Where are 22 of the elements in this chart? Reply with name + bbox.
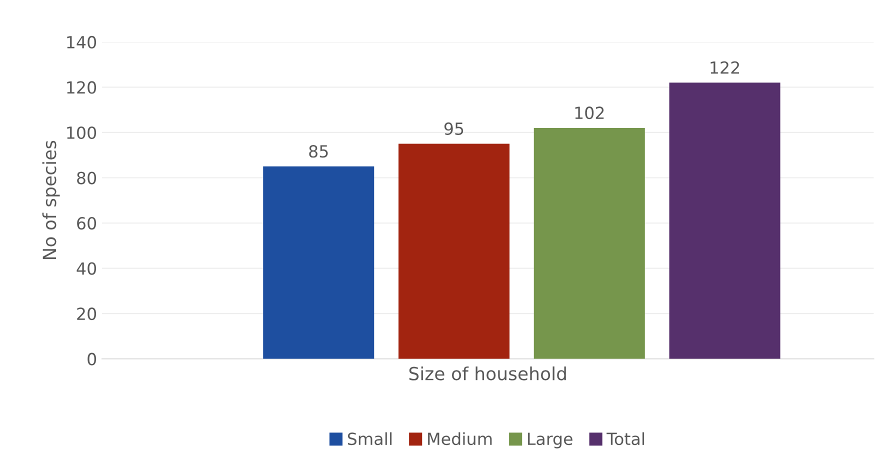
legend-label: Total xyxy=(606,432,644,446)
y-tick-label: 120 xyxy=(67,81,96,94)
bar xyxy=(398,144,510,359)
bar xyxy=(669,82,780,359)
y-tick-label: 80 xyxy=(77,172,96,184)
bar xyxy=(263,166,374,359)
legend-label: Large xyxy=(528,432,572,448)
y-tick-label: 60 xyxy=(77,216,96,230)
y-tick-label: 100 xyxy=(67,126,96,140)
bar xyxy=(534,128,645,359)
x-axis-title: Size of household xyxy=(409,366,566,380)
legend-label: Medium xyxy=(428,432,492,446)
y-tick-label: 0 xyxy=(88,352,96,366)
data-label: 122 xyxy=(710,61,740,74)
y-tick-label: 20 xyxy=(77,308,96,320)
data-label: 95 xyxy=(444,122,464,136)
y-tick-label: 140 xyxy=(67,36,96,49)
y-axis-title: No of species xyxy=(42,140,60,260)
legend-label: Small xyxy=(348,432,392,446)
data-label: 102 xyxy=(575,106,604,120)
y-tick-label: 40 xyxy=(76,262,96,275)
data-label: 85 xyxy=(309,145,328,158)
